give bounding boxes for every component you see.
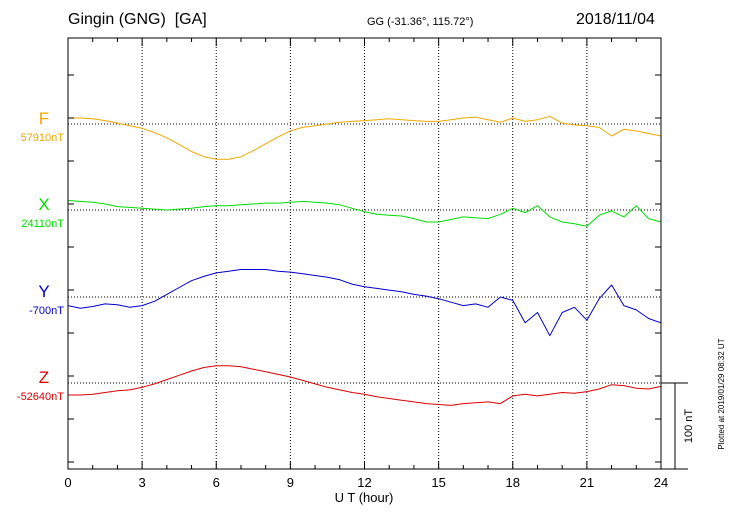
scale-bar-label: 100 nT	[683, 409, 695, 444]
scale-bar: 100 nT	[661, 382, 695, 470]
station-title: Gingin (GNG) [GA]	[68, 11, 207, 28]
series-line-x	[67, 200, 662, 227]
chart-date: 2018/11/04	[576, 11, 655, 28]
series-baseline-y: -700nT	[29, 305, 64, 317]
series-baseline-f: 57910nT	[21, 132, 65, 144]
series-name-z: Z	[39, 368, 49, 387]
label-layer: 0 3 6 9 12 15 18 21 24 F 57910nT X 24110nT Y -700nT Z -5…	[17, 109, 668, 490]
x-tick-label: 15	[431, 475, 445, 490]
x-tick-label: 21	[580, 475, 594, 490]
x-tick-label: 12	[357, 475, 371, 490]
plotted-timestamp: Plotted at 2019/01/29 08:32 UT	[717, 338, 726, 449]
grid-layer	[68, 38, 661, 469]
tick-layer	[67, 38, 662, 469]
station-coordinates: GG (-31.36°, 115.72°)	[367, 16, 474, 28]
series-baseline-x: 24110nT	[21, 218, 64, 230]
x-tick-label: 9	[287, 475, 294, 490]
x-tick-label: 0	[64, 475, 71, 490]
series-line-z	[68, 365, 662, 406]
series-name-f: F	[39, 109, 49, 128]
x-axis-label: U T (hour)	[335, 490, 394, 505]
x-tick-label: 3	[139, 475, 146, 490]
series-name-x: X	[38, 195, 49, 214]
x-tick-label: 24	[654, 475, 668, 490]
series-line-y	[67, 269, 662, 337]
x-tick-label: 18	[506, 475, 520, 490]
series-name-y: Y	[38, 282, 49, 301]
series-baseline-z: -52640nT	[17, 391, 64, 403]
x-tick-label: 6	[213, 475, 220, 490]
series-line-f	[68, 115, 662, 160]
series-layer	[67, 115, 662, 406]
